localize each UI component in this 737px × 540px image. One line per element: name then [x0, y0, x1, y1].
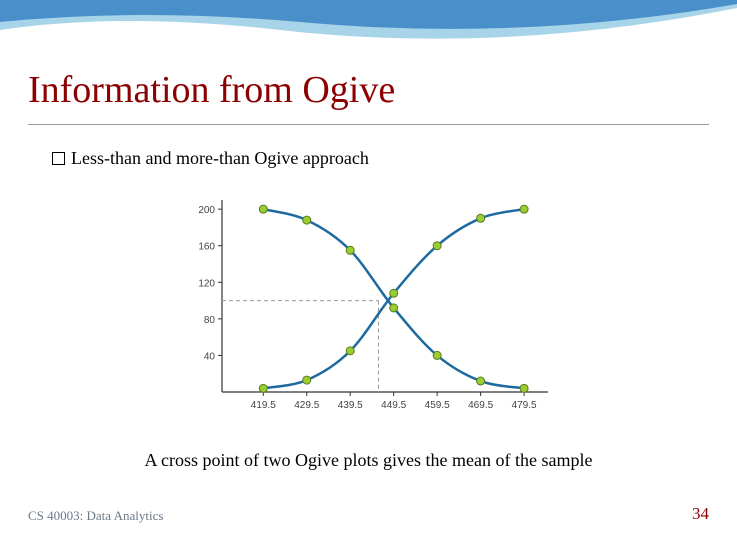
page-number: 34 [692, 504, 709, 524]
svg-text:429.5: 429.5 [294, 400, 319, 411]
ogive-chart: 40 80 120 160 200 419.5 429.5 439.5 449.5 459.5 46… [180, 190, 560, 420]
svg-text:80: 80 [204, 315, 216, 326]
svg-text:40: 40 [204, 351, 216, 362]
svg-text:459.5: 459.5 [425, 400, 450, 411]
slide-title: Information from Ogive [28, 68, 709, 112]
svg-text:439.5: 439.5 [338, 400, 363, 411]
svg-text:479.5: 479.5 [512, 400, 537, 411]
svg-text:449.5: 449.5 [381, 400, 406, 411]
slide-top-decoration [0, 0, 737, 60]
chart-caption: A cross point of two Ogive plots gives t… [0, 450, 737, 471]
bullet-box-icon [52, 152, 65, 165]
svg-text:469.5: 469.5 [468, 400, 493, 411]
bullet-text: Less-than and more-than Ogive approach [71, 148, 369, 169]
svg-text:120: 120 [198, 278, 215, 289]
ogive-svg: 40 80 120 160 200 419.5 429.5 439.5 449.5 459.5 46… [180, 190, 560, 420]
svg-text:160: 160 [198, 242, 215, 253]
title-container: Information from Ogive [28, 68, 709, 125]
svg-text:200: 200 [198, 205, 215, 216]
footer-course: CS 40003: Data Analytics [28, 508, 163, 524]
svg-text:419.5: 419.5 [251, 400, 276, 411]
bullet-item: Less-than and more-than Ogive approach [52, 148, 369, 169]
